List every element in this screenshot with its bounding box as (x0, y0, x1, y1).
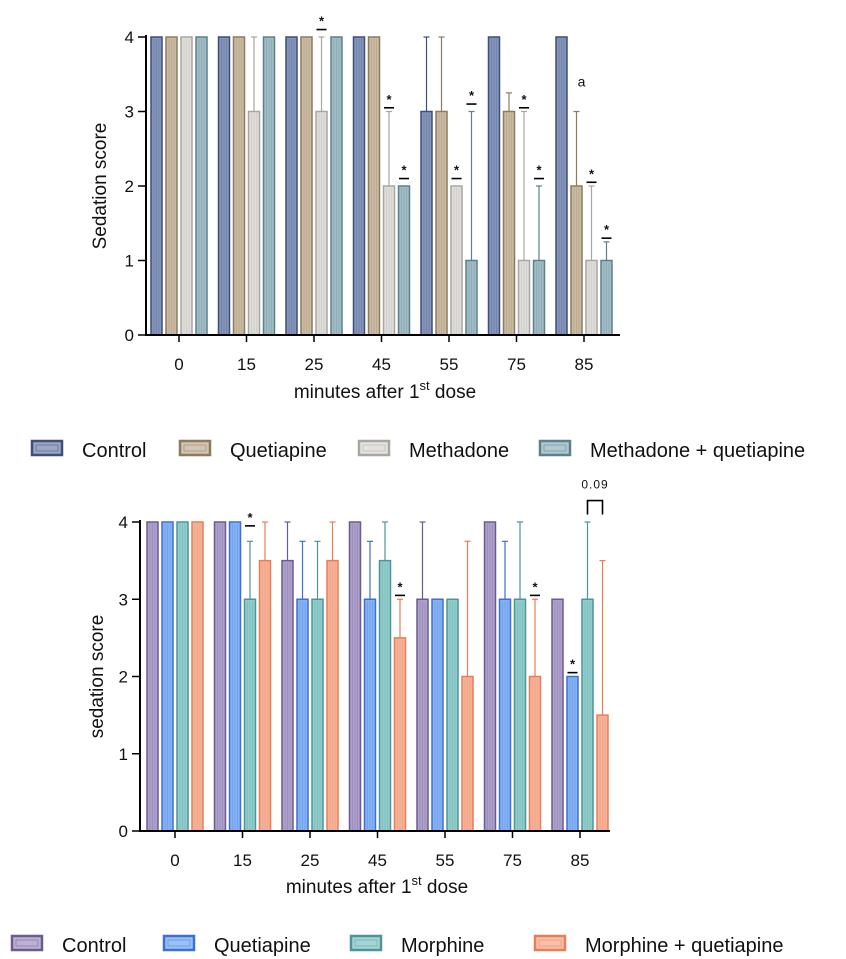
x-tick-label: 0 (174, 355, 183, 374)
significance-star: * (319, 14, 325, 29)
x-tick-label: 15 (233, 851, 252, 870)
x-tick-label: 75 (503, 851, 522, 870)
legend-swatch-inner (15, 939, 39, 947)
bracket-label: 0.09 (581, 478, 608, 492)
significance-star: * (536, 163, 542, 178)
legend-item-morphine-quetiapine: Morphine + quetiapine (533, 934, 783, 957)
legend-swatch-inner (538, 939, 562, 947)
x-tick-label: 55 (440, 355, 459, 374)
y-tick-label: 3 (125, 103, 134, 122)
y-tick-label: 4 (119, 513, 128, 532)
legend-item-morphine: Morphine (349, 934, 484, 957)
legend-methadone: Control Quetiapine Methadone Methadone + qu… (30, 439, 805, 462)
series-methadone (180, 36, 598, 336)
series-control (146, 521, 564, 832)
legend-swatch (178, 439, 212, 457)
significance-star: * (532, 579, 538, 594)
significance-star: * (521, 92, 527, 107)
legend-swatch (533, 934, 567, 952)
x-tick-label: 85 (575, 355, 594, 374)
x-tick-label: 25 (305, 355, 324, 374)
y-tick-label: 0 (119, 822, 128, 841)
y-tick-label: 0 (125, 326, 134, 345)
x-tick-label: 0 (170, 851, 179, 870)
significance-star: * (247, 510, 253, 525)
legend-swatch (30, 439, 64, 457)
y-tick-label: 1 (125, 252, 134, 271)
x-tick-label: 45 (372, 355, 391, 374)
legend-item-methadone-quetiapine: Methadone + quetiapine (538, 439, 805, 462)
x-tick-label: 75 (507, 355, 526, 374)
y-tick-label: 2 (119, 668, 128, 687)
legend-swatch-inner (35, 444, 59, 452)
legend-swatch-inner (354, 939, 378, 947)
y-axis-title: Sedation score (90, 123, 111, 250)
series-quetiapine (161, 521, 579, 832)
legend-item-control: Control (30, 439, 146, 462)
x-tick-label: 15 (237, 355, 256, 374)
legend-swatch-inner (167, 939, 191, 947)
y-axis-title: sedation score (87, 615, 108, 739)
series-control (150, 36, 568, 336)
legend-swatch (538, 439, 572, 457)
annotation-label: a (578, 74, 586, 90)
legend-label: Control (62, 935, 126, 957)
significance-star: * (570, 657, 576, 672)
x-tick-label: 85 (571, 851, 590, 870)
sedation-chart-methadone: 0 1 2 3 4 0 15 25 45 55 75 85 minutes after 1st dose… (90, 14, 620, 403)
significance-star: * (454, 163, 460, 178)
series-methadone-quetiapine (195, 36, 613, 336)
x-axis-title: minutes after 1st dose (294, 378, 476, 403)
legend-label: Quetiapine (214, 935, 311, 957)
sedation-chart-morphine: 0 1 2 3 4 0 15 25 45 55 75 85 minutes after 1st dose… (87, 478, 610, 898)
significance-star: * (386, 92, 392, 107)
significance-star: * (469, 88, 475, 103)
y-tick-label: 2 (125, 177, 134, 196)
x-tick-label: 25 (301, 851, 320, 870)
legend-swatch (10, 934, 44, 952)
legend-label: Morphine (401, 935, 484, 957)
y-tick-label: 3 (119, 590, 128, 609)
series-morphine-quetiapine (191, 521, 609, 832)
legend-item-quetiapine: Quetiapine (178, 439, 327, 462)
y-tick-label: 4 (125, 28, 134, 47)
legend-item-quetiapine: Quetiapine (162, 934, 311, 957)
legend-swatch-inner (543, 444, 567, 452)
legend-swatch (357, 439, 391, 457)
legend-swatch-inner (362, 444, 386, 452)
significance-star: * (401, 163, 407, 178)
significance-bracket (586, 499, 604, 515)
significance-star: * (589, 166, 595, 181)
legend-label: Morphine + quetiapine (585, 935, 783, 957)
legend-label: Methadone + quetiapine (590, 440, 805, 462)
legend-swatch (162, 934, 196, 952)
legend-item-control: Control (10, 934, 126, 957)
x-tick-label: 55 (436, 851, 455, 870)
x-tick-label: 45 (368, 851, 387, 870)
y-tick-label: 1 (119, 745, 128, 764)
legend-morphine: Control Quetiapine Morphine Morphine + quet… (10, 934, 783, 957)
significance-star: * (397, 579, 403, 594)
legend-swatch (349, 934, 383, 952)
legend-label: Quetiapine (230, 440, 327, 462)
significance-star: * (604, 222, 610, 237)
legend-label: Control (82, 440, 146, 462)
legend-item-methadone: Methadone (357, 439, 509, 462)
legend-swatch-inner (183, 444, 207, 452)
legend-label: Methadone (409, 440, 509, 462)
x-axis-title: minutes after 1st dose (286, 873, 468, 898)
